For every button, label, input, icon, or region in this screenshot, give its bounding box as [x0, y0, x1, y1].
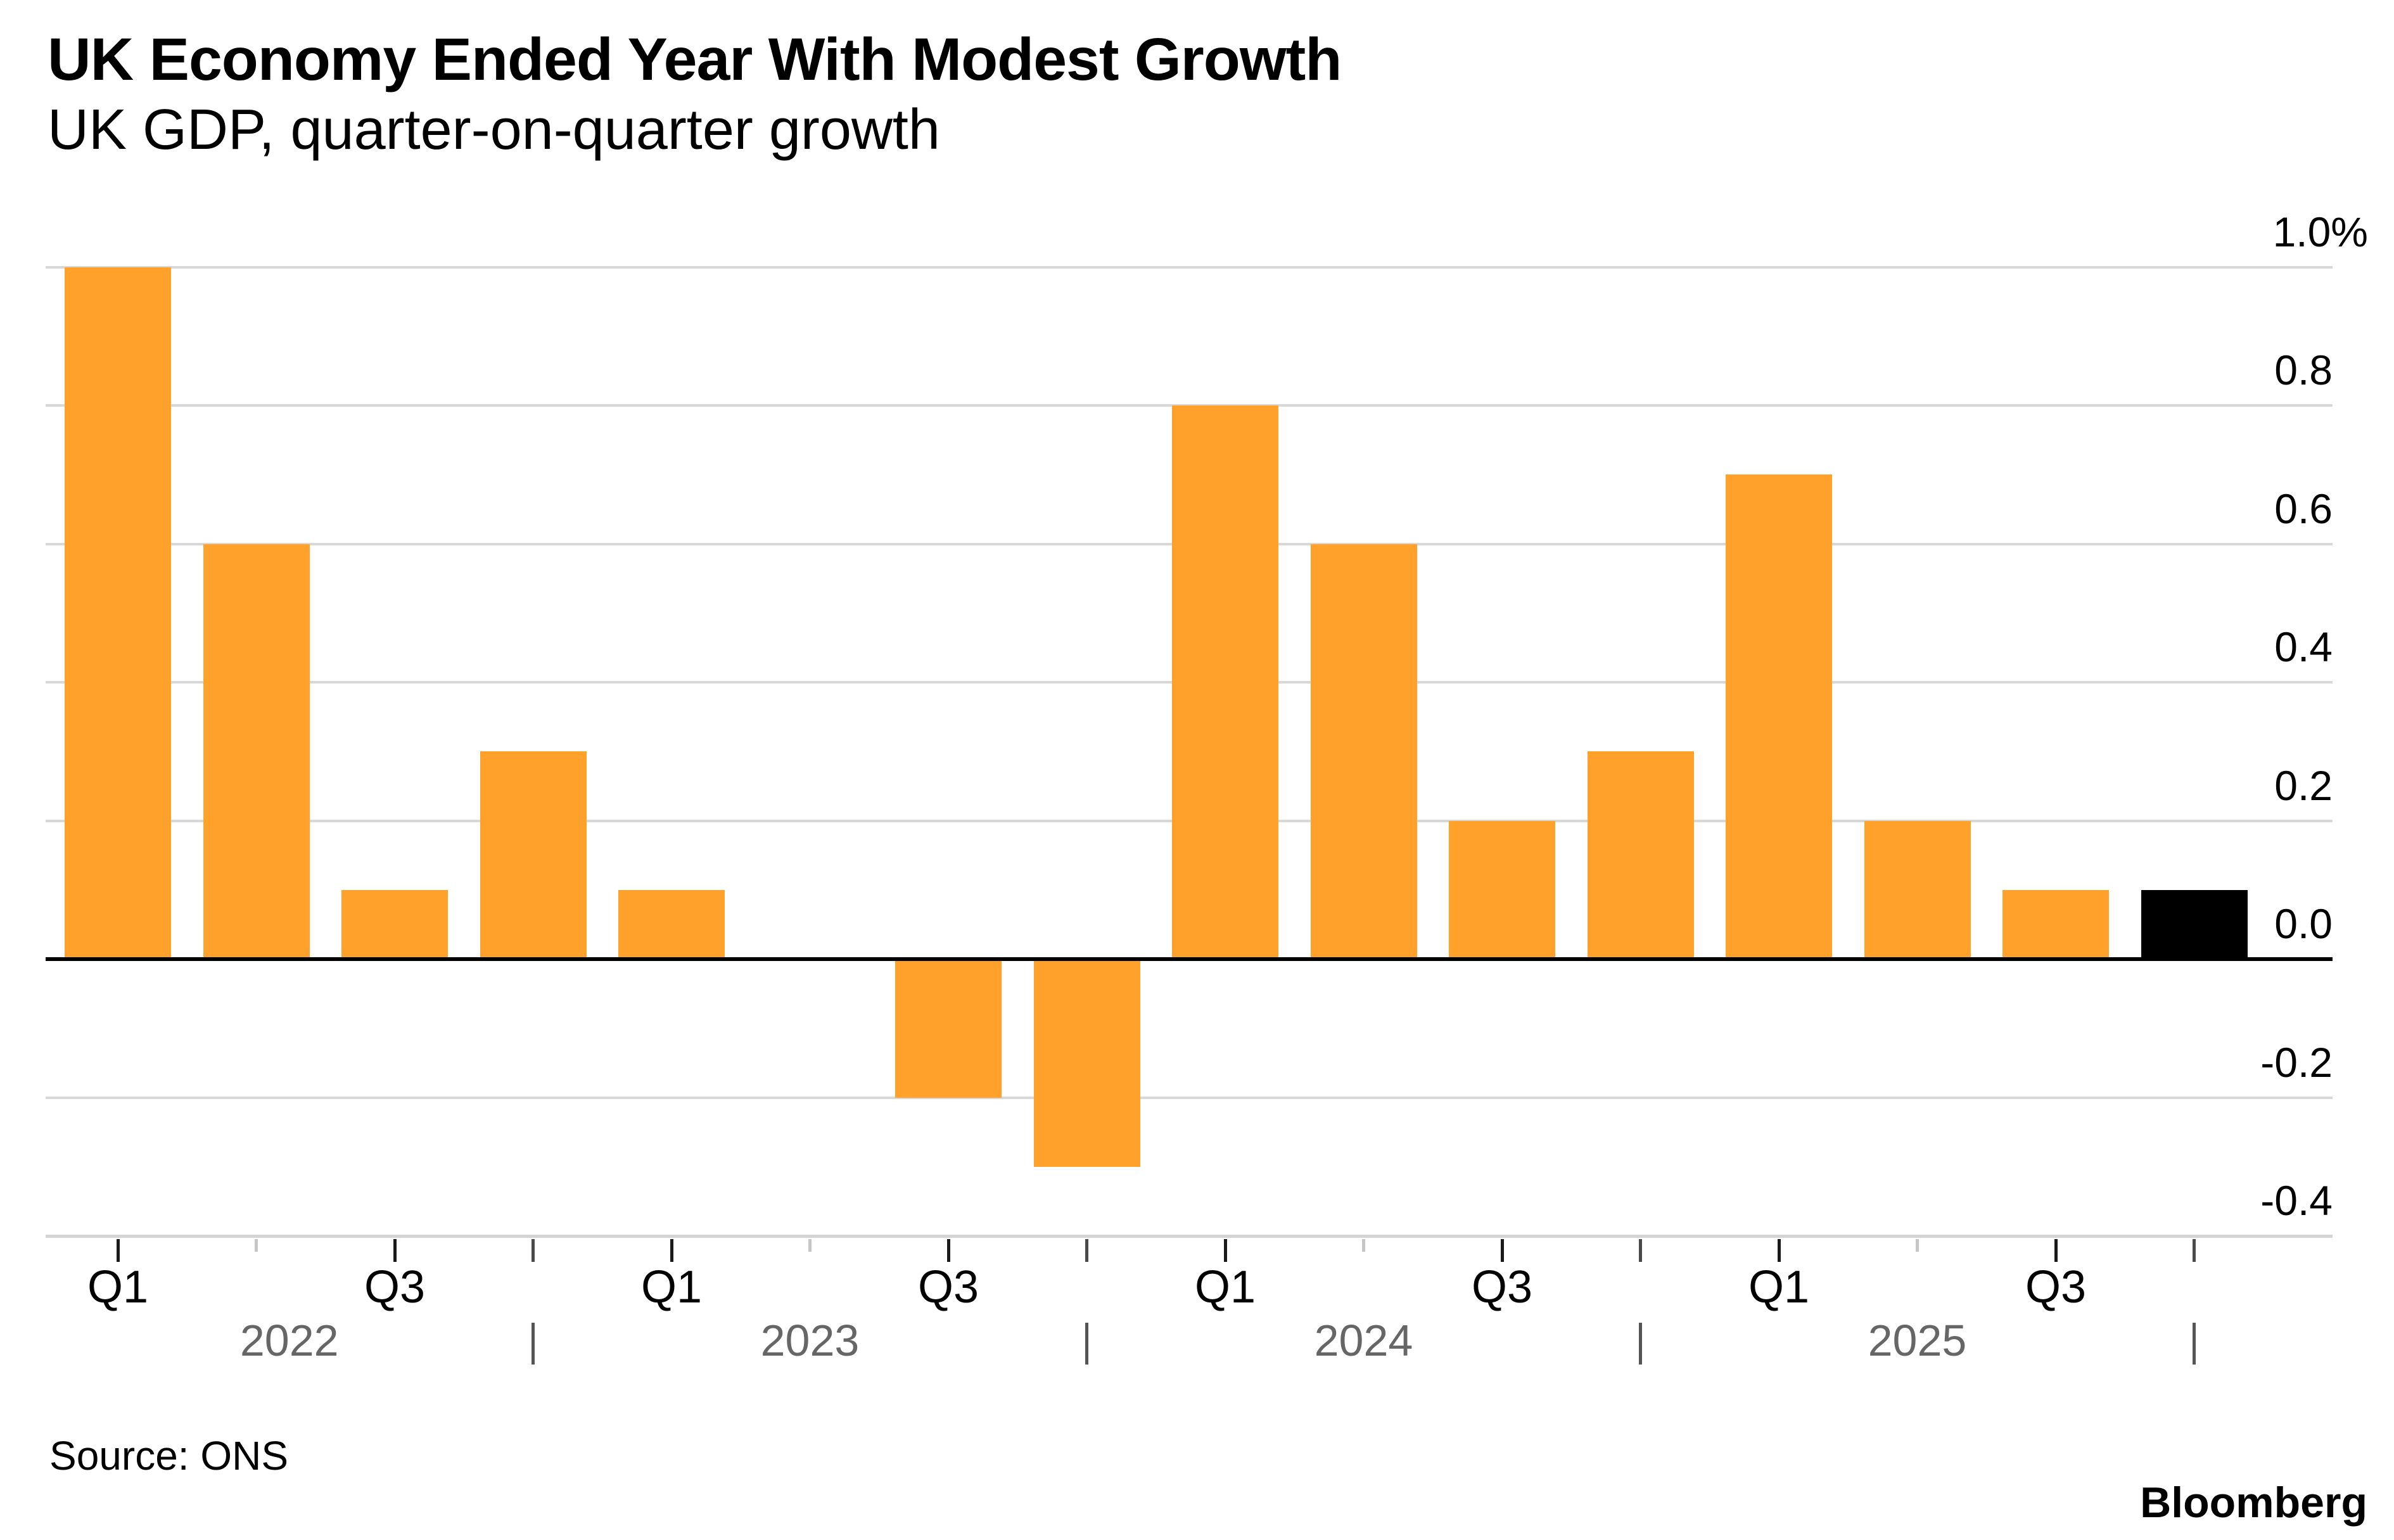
bar-q3-2022: [341, 889, 448, 959]
x-axis-tick: [1500, 1239, 1504, 1262]
x-axis-tick: [1777, 1239, 1781, 1262]
quarter-label: Q3: [1471, 1262, 1533, 1313]
x-axis-tick: [946, 1239, 950, 1262]
x-axis-tick: [1916, 1239, 1919, 1252]
year-separator: [1085, 1323, 1088, 1365]
quarter-label: Q3: [364, 1262, 426, 1313]
year-separator: [532, 1323, 535, 1365]
bar-q1-2023: [618, 889, 725, 959]
bar-q2-2025: [1864, 820, 1971, 959]
y-axis-tick-label: 0.2: [2274, 761, 2333, 809]
x-axis-tick: [116, 1239, 120, 1262]
bar-q3-2025: [2002, 889, 2109, 959]
year-separator: [2193, 1323, 2196, 1365]
bar-q2-2024: [1310, 544, 1417, 959]
bar-q4-2023: [1033, 959, 1140, 1167]
year-label: 2023: [760, 1316, 860, 1365]
x-axis-tick: [1362, 1239, 1365, 1252]
x-axis-tick: [393, 1239, 397, 1262]
y-axis-tick-label: 1.0%: [2272, 208, 2368, 255]
bloomberg-logo: Bloomberg: [2140, 1479, 2367, 1527]
quarter-label: Q1: [1748, 1262, 1810, 1313]
bar-q3-2023: [895, 959, 1002, 1098]
x-axis-line: [46, 1234, 2333, 1238]
y-axis-tick-label: 0.6: [2274, 485, 2333, 532]
x-axis-tick: [1639, 1239, 1642, 1262]
gridline: [46, 1096, 2333, 1099]
quarter-label: Q1: [87, 1262, 149, 1313]
year-separator: [1639, 1323, 1642, 1365]
y-axis-tick-label: -0.2: [2260, 1038, 2333, 1086]
chart-subtitle: UK GDP, quarter-on-quarter growth: [48, 98, 940, 162]
x-axis-tick: [1085, 1239, 1088, 1262]
bar-q4-2025: [2141, 889, 2248, 959]
bar-q4-2024: [1587, 751, 1694, 959]
bar-q1-2022: [65, 267, 171, 959]
bar-q2-2022: [203, 544, 310, 959]
y-axis-tick-label: 0.0: [2274, 900, 2333, 947]
x-axis-tick: [670, 1239, 673, 1262]
y-axis-tick-label: 0.8: [2274, 347, 2333, 393]
source-note: Source: ONS: [49, 1433, 289, 1479]
gridline: [46, 265, 2333, 269]
y-axis-tick-label: 0.4: [2274, 623, 2333, 670]
quarter-label: Q3: [917, 1262, 979, 1313]
bar-q1-2024: [1172, 405, 1278, 959]
x-axis-tick: [532, 1239, 535, 1262]
x-axis-tick: [808, 1239, 812, 1252]
x-axis-tick: [255, 1239, 258, 1252]
x-axis-tick: [2054, 1239, 2058, 1262]
bar-q1-2025: [1726, 474, 1832, 959]
bar-q4-2022: [480, 751, 587, 959]
quarter-label: Q1: [1194, 1262, 1256, 1313]
quarter-label: Q1: [640, 1262, 703, 1313]
year-label: 2024: [1314, 1316, 1413, 1365]
bar-q3-2024: [1449, 820, 1555, 959]
x-axis-tick: [2193, 1239, 2196, 1262]
year-label: 2025: [1868, 1316, 1967, 1365]
zero-baseline: [46, 957, 2333, 961]
chart-title: UK Economy Ended Year With Modest Growth: [48, 26, 1342, 93]
quarter-label: Q3: [2025, 1262, 2087, 1313]
x-axis-tick: [1223, 1239, 1227, 1262]
year-label: 2022: [239, 1316, 339, 1365]
y-axis-tick-label: -0.4: [2260, 1177, 2333, 1224]
